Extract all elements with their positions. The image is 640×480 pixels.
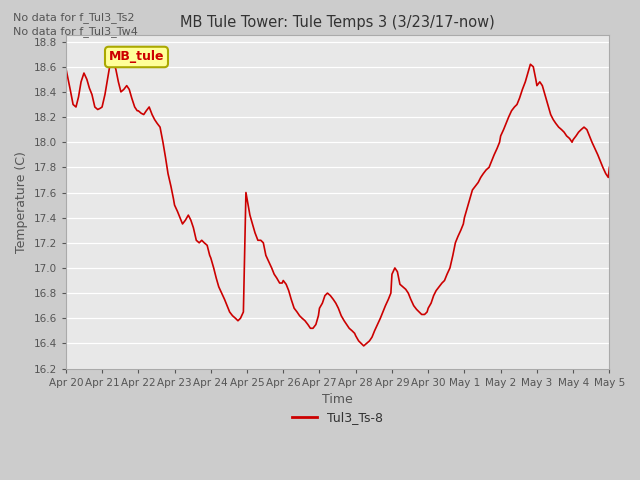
X-axis label: Time: Time bbox=[322, 393, 353, 406]
Text: No data for f_Tul3_Ts2: No data for f_Tul3_Ts2 bbox=[13, 12, 134, 23]
Legend: Tul3_Ts-8: Tul3_Ts-8 bbox=[287, 406, 388, 429]
Text: No data for f_Tul3_Tw4: No data for f_Tul3_Tw4 bbox=[13, 26, 138, 37]
Text: MB_tule: MB_tule bbox=[109, 50, 164, 63]
Y-axis label: Temperature (C): Temperature (C) bbox=[15, 151, 28, 253]
Title: MB Tule Tower: Tule Temps 3 (3/23/17-now): MB Tule Tower: Tule Temps 3 (3/23/17-now… bbox=[180, 15, 495, 30]
